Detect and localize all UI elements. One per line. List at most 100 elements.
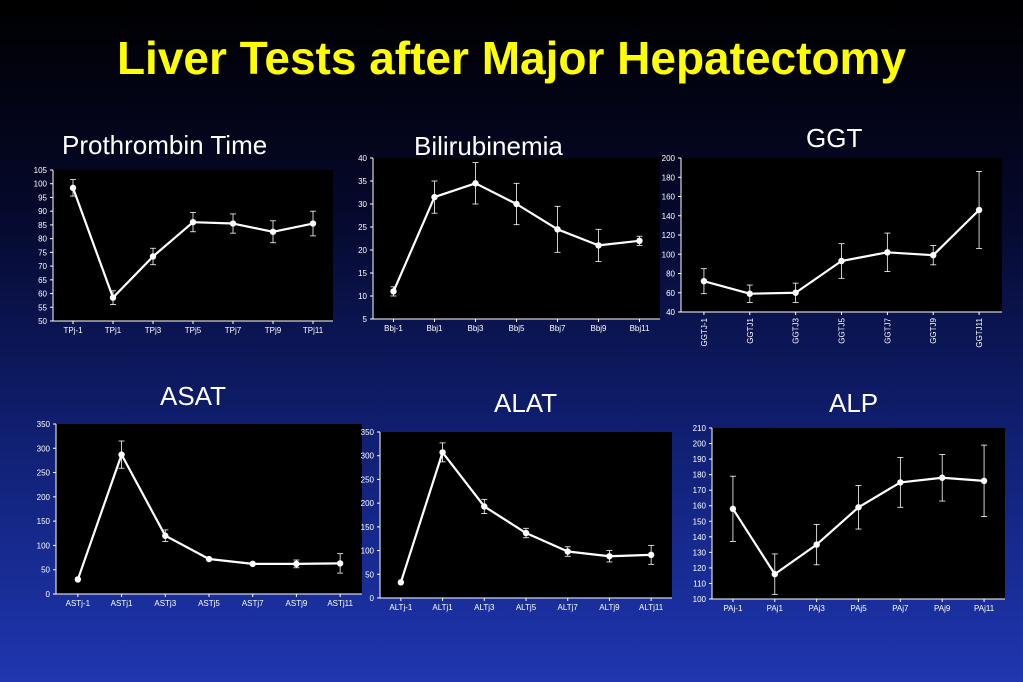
data-point xyxy=(431,193,438,201)
data-point xyxy=(74,576,82,583)
x-tick-label: GGTJ9 xyxy=(929,317,938,343)
data-point xyxy=(838,257,845,265)
data-point xyxy=(249,560,256,568)
y-tick-label: 110 xyxy=(693,579,706,588)
data-point xyxy=(930,252,937,259)
x-tick-label: PAj3 xyxy=(808,604,825,613)
data-point xyxy=(522,529,530,537)
x-tick-label: ASTj1 xyxy=(111,599,133,608)
y-tick-label: 140 xyxy=(693,533,707,542)
x-tick-label: ALTj11 xyxy=(639,603,664,612)
data-point xyxy=(336,560,344,567)
y-tick-label: 100 xyxy=(662,250,676,259)
y-tick-label: 0 xyxy=(370,594,375,603)
y-tick-label: 170 xyxy=(693,486,707,495)
x-tick-label: TPj9 xyxy=(265,326,282,335)
data-point xyxy=(69,184,77,192)
y-tick-label: 100 xyxy=(37,541,51,550)
x-tick-label: PAj1 xyxy=(767,604,784,613)
data-point xyxy=(855,504,862,511)
plot-area xyxy=(56,424,362,594)
y-tick-label: 210 xyxy=(693,424,707,433)
x-tick-label: TPj7 xyxy=(225,326,242,335)
data-point xyxy=(397,579,405,586)
y-tick-label: 120 xyxy=(662,231,676,240)
y-tick-label: 95 xyxy=(38,193,47,202)
y-tick-label: 350 xyxy=(37,420,51,429)
y-tick-label: 75 xyxy=(38,248,47,257)
y-tick-label: 200 xyxy=(662,154,676,163)
x-tick-label: ALTj7 xyxy=(558,603,579,612)
y-tick-label: 80 xyxy=(666,270,675,279)
x-tick-label: TPj11 xyxy=(303,326,324,335)
x-tick-label: GGTJ3 xyxy=(792,317,801,343)
x-tick-label: PAj11 xyxy=(974,604,995,613)
data-point xyxy=(390,288,397,295)
chart-svg: 50 55 60 65 70 75 80 85 90 95 100 105 TPj-1 TPj1 TPj3 T… xyxy=(34,166,333,335)
x-tick-label: TPj-1 xyxy=(63,326,83,335)
y-tick-label: 120 xyxy=(693,564,707,573)
data-point xyxy=(554,226,561,233)
chart-svg: 0 50 100 150 200 250 300 350 ASTj-1 ASTj1 ASTj3 AST… xyxy=(37,420,362,608)
data-point xyxy=(729,505,737,513)
y-tick-label: 90 xyxy=(38,207,47,216)
data-point xyxy=(189,218,197,226)
chart-svg: 5 10 15 20 25 30 35 40 Bbj-1 Bbj1 Bbj3 Bbj5 Bbj7 Bbj9… xyxy=(358,154,660,333)
y-tick-label: 105 xyxy=(34,166,48,175)
y-tick-label: 300 xyxy=(37,444,51,453)
data-point xyxy=(564,548,571,555)
y-tick-label: 350 xyxy=(361,428,375,437)
x-tick-label: ASTj5 xyxy=(198,599,220,608)
x-tick-label: ASTj7 xyxy=(242,599,264,608)
chart-alp: 100 110 120 130 140 150 160 170 180 190 200 210 PAj-… xyxy=(682,424,1007,620)
data-point xyxy=(980,477,988,485)
data-point xyxy=(293,560,300,568)
x-tick-label: ASTj-1 xyxy=(66,599,91,608)
y-tick-label: 300 xyxy=(361,452,375,461)
x-tick-label: ASTj3 xyxy=(154,599,176,608)
chart-title-alp: ALP xyxy=(829,388,879,418)
chart-title-bilirubinemia: Bilirubinemia xyxy=(414,131,563,161)
y-tick-label: 10 xyxy=(358,292,367,301)
y-tick-label: 50 xyxy=(41,566,50,575)
y-tick-label: 0 xyxy=(46,590,51,599)
chart-prothrombin-time: 50 55 60 65 70 75 80 85 90 95 100 105 TPj-1 TPj1 TPj3 T… xyxy=(24,166,333,341)
y-tick-label: 60 xyxy=(38,290,47,299)
x-tick-label: Bbj5 xyxy=(508,324,525,333)
y-tick-label: 60 xyxy=(666,289,675,298)
slide-title: Liver Tests after Major Hepatectomy xyxy=(116,32,907,84)
y-tick-label: 180 xyxy=(662,173,676,182)
y-tick-label: 250 xyxy=(37,469,51,478)
chart-bilirubinemia: 5 10 15 20 25 30 35 40 Bbj-1 Bbj1 Bbj3 Bbj5 Bbj7 Bbj9… xyxy=(344,154,674,339)
chart-svg: 100 110 120 130 140 150 160 170 180 190 200 210 PAj-… xyxy=(693,424,1005,613)
data-point xyxy=(309,220,317,227)
y-tick-label: 150 xyxy=(693,517,707,526)
x-tick-label: GGTJ11 xyxy=(975,317,984,347)
chart-svg: 40 60 80 100 120 140 160 180 200 GGTJ-1 GGTJ1 GGTJ3… xyxy=(662,154,1002,348)
y-tick-label: 160 xyxy=(662,193,676,202)
y-tick-label: 70 xyxy=(38,262,47,271)
chart-title-asat: ASAT xyxy=(160,381,226,411)
chart-title-prothrombin: Prothrombin Time xyxy=(62,130,268,160)
y-tick-label: 15 xyxy=(358,269,367,278)
y-tick-label: 40 xyxy=(666,308,675,317)
x-tick-label: ALTj-1 xyxy=(389,603,413,612)
y-tick-label: 130 xyxy=(693,548,707,557)
y-tick-label: 150 xyxy=(37,517,51,526)
y-tick-label: 140 xyxy=(662,212,676,221)
y-tick-label: 150 xyxy=(361,523,375,532)
chart-asat: 0 50 100 150 200 250 300 350 ASTj-1 ASTj1 ASTj3 AST… xyxy=(18,420,362,620)
chart-title-alat: ALAT xyxy=(494,388,558,418)
y-tick-label: 160 xyxy=(693,502,707,511)
x-tick-label: Bbj3 xyxy=(467,324,484,333)
x-tick-label: PAj5 xyxy=(850,604,867,613)
data-point xyxy=(975,206,983,214)
x-tick-label: TPj1 xyxy=(105,326,122,335)
plot-area xyxy=(380,432,672,598)
data-point xyxy=(481,503,488,510)
x-tick-label: ALTj9 xyxy=(599,603,620,612)
plot-area xyxy=(53,170,333,321)
y-tick-label: 200 xyxy=(37,493,51,502)
x-tick-label: Bbj1 xyxy=(426,324,443,333)
y-tick-label: 25 xyxy=(358,223,367,232)
